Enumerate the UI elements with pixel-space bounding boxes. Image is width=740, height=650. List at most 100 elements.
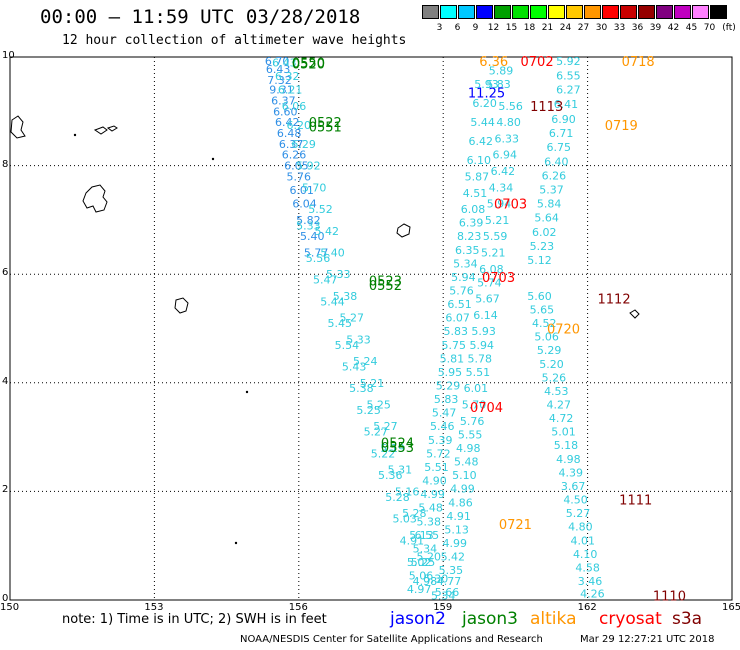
legend-swatch [476, 5, 493, 19]
y-tick-label: 2 [2, 484, 9, 496]
satellite-legend-jason2: jason2 [390, 609, 446, 629]
timestamp: Mar 29 12:27:21 UTC 2018 [580, 634, 715, 645]
credit-line: NOAA/NESDIS Center for Satellite Applica… [240, 634, 543, 645]
swh-label: 5.89 [489, 65, 514, 78]
legend-swatch [530, 5, 547, 19]
legend-label: 39 [649, 23, 662, 33]
legend-label: 45 [685, 23, 698, 33]
swh-label: 4.98 [556, 453, 581, 466]
swh-label: 5.40 [300, 230, 325, 243]
swh-label: 5.21 [360, 377, 385, 390]
swh-label: 5.66 [435, 586, 460, 599]
island-outline [93, 126, 108, 135]
swh-label: 4.91 [400, 534, 425, 547]
y-tick-label: 4 [2, 375, 9, 387]
swh-label: 5.54 [335, 339, 360, 352]
legend-swatch [494, 5, 511, 19]
swh-label: 5.48 [454, 456, 479, 469]
x-tick-label: 162 [577, 602, 597, 613]
swh-label: 5.55 [458, 428, 483, 441]
swh-label: 5.34 [413, 542, 438, 555]
swh-label: 6.32 [275, 70, 300, 83]
legend-label: 27 [577, 23, 590, 33]
swh-label: 5.37 [539, 183, 564, 196]
legend-label: 24 [559, 23, 572, 33]
swh-label: 4.90 [422, 475, 447, 488]
island-outline [629, 309, 640, 319]
legend-unit: (ft) [722, 23, 736, 33]
swh-label: 4.72 [549, 412, 574, 425]
swh-label: 5.20 [539, 358, 564, 371]
swh-label: 5.33 [296, 219, 321, 232]
swh-label: 5.30 [424, 572, 449, 585]
swh-label: 5.43 [342, 361, 367, 374]
pass-time-label: 0718 [622, 55, 655, 70]
swh-label: 5.76 [460, 415, 485, 428]
legend-swatch [710, 5, 727, 19]
swh-label: 9.31 [269, 84, 294, 97]
islet-dot [234, 541, 238, 545]
swh-label: 5.16 [395, 485, 420, 498]
legend-label: 15 [505, 23, 518, 33]
swh-label: 5.28 [402, 507, 427, 520]
pass-time-label: 11.25 [468, 86, 505, 101]
legend-label: 3 [436, 23, 443, 33]
swh-label: 6.04 [292, 198, 317, 211]
swh-label: 5.29 [537, 344, 562, 357]
swh-label: 5.19 [380, 442, 405, 455]
swh-label: 6.14 [473, 309, 498, 322]
swh-label: 5.51 [466, 366, 491, 379]
y-tick-label: 0 [2, 593, 9, 604]
swh-label: 5.87 [465, 170, 490, 183]
swh-label: 5.27 [566, 507, 591, 520]
pass-time-label: 0721 [499, 518, 532, 533]
swh-label: 4.26 [580, 587, 605, 600]
swh-label: 6.06 [282, 100, 307, 113]
legend-swatch [674, 5, 691, 19]
legend-label: 6 [454, 23, 461, 33]
swh-label: 6.40 [544, 155, 569, 168]
satellite-legend-s3a: s3a [672, 609, 703, 629]
map-title: 00:00 – 11:59 UTC 03/28/2018 [40, 6, 361, 28]
swh-label: 5.22 [371, 447, 396, 460]
coastlines [10, 115, 640, 319]
pass-time-label: 1113 [530, 100, 563, 115]
pass-time-label: 0551 [309, 121, 342, 136]
swh-label: 5.51 [424, 461, 449, 474]
swh-label: 5.44 [470, 116, 495, 129]
legend-swatch [692, 5, 709, 19]
island-outline [174, 297, 189, 314]
swh-label: 5.20 [417, 551, 442, 564]
y-tick-label: 8 [2, 158, 9, 170]
legend-swatch [620, 5, 637, 19]
pass-time-label: 0719 [605, 119, 638, 134]
swh-label: 5.26 [542, 371, 567, 384]
swh-label: 5.76 [287, 170, 312, 183]
swh-label: 5.21 [481, 246, 506, 259]
island-outline [396, 223, 411, 238]
swh-label: 4.51 [463, 187, 488, 200]
swh-label: 5.83 [486, 78, 511, 91]
swh-label: 5.70 [302, 181, 327, 194]
legend-label: 42 [667, 23, 680, 33]
pass-time-label: 0522 [309, 116, 342, 131]
swh-label: 5.34 [453, 257, 478, 270]
swh-label: 5.82 [296, 214, 321, 227]
swh-label: 5.35 [439, 564, 464, 577]
swh-label: 5.12 [527, 254, 552, 267]
swh-label: 5.78 [468, 352, 493, 365]
swh-label: 5.94 [487, 198, 512, 211]
swh-label: 3.46 [578, 575, 603, 588]
swh-label: 5.70 [462, 399, 487, 412]
swh-label: 6.55 [556, 69, 581, 82]
swh-label: 4.99 [420, 488, 445, 501]
swh-label: 5.94 [469, 339, 494, 352]
pass-time-label: 1110 [653, 590, 686, 605]
swh-label: 6.51 [447, 298, 472, 311]
swh-label: 5.56 [306, 252, 331, 265]
swh-label: 6.33 [494, 132, 519, 145]
swh-labels: 6.706.437.329.316.376.606.426.486.376.26… [265, 55, 605, 603]
swh-label: 4.99 [443, 537, 468, 550]
swh-label: 6.26 [282, 149, 307, 162]
